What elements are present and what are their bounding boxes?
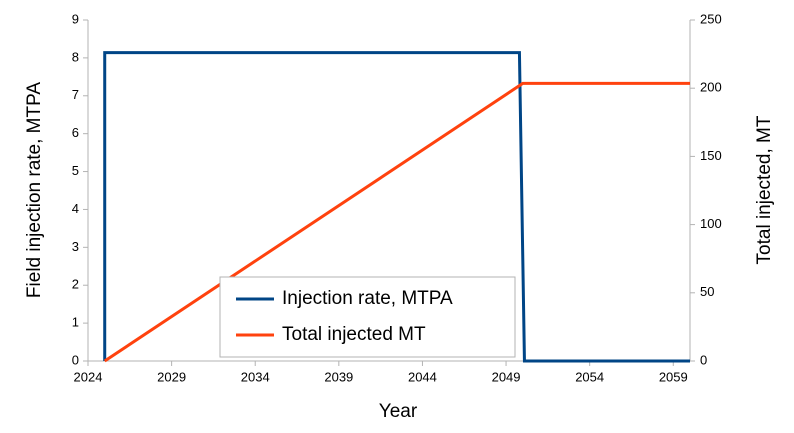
legend: Injection rate, MTPA Total injected MT [219,276,516,358]
y-tick-label: 1 [72,315,79,330]
x-tick-label: 2059 [659,369,688,384]
y2-tick-label: 100 [700,216,722,231]
legend-box [219,276,516,358]
y-tick-label: 7 [72,87,79,102]
y2-tick-label: 0 [700,352,707,367]
y-tick-label: 2 [72,277,79,292]
y-axis-title: Field injection rate, MTPA [24,82,45,298]
series-line [103,81,690,363]
series-line [103,51,690,363]
x-tick-label: 2049 [492,369,521,384]
y-tick-label: 3 [72,239,79,254]
y-tick-label: 8 [72,49,79,64]
legend-label: Injection rate, MTPA [282,288,453,309]
y-tick-label: 5 [72,163,79,178]
x-tick-label: 2024 [74,369,103,384]
x-tick-label: 2034 [241,369,270,384]
y2-tick-label: 250 [700,11,722,26]
x-tick-label: 2044 [408,369,437,384]
x-tick-label: 2039 [324,369,353,384]
y2-tick-label: 200 [700,80,722,95]
y2-tick-label: 150 [700,148,722,163]
legend-label: Total injected MT [282,324,426,345]
y2-tick-label: 50 [700,284,714,299]
x-tick-label: 2029 [157,369,186,384]
y-tick-label: 0 [72,352,79,367]
y-tick-label: 4 [72,201,79,216]
y-tick-label: 6 [72,125,79,140]
y-tick-label: 9 [72,11,79,26]
x-tick-label: 2054 [575,369,604,384]
x-axis-title: Year [379,401,418,422]
y2-axis-title: Total injected, MT [754,115,775,264]
